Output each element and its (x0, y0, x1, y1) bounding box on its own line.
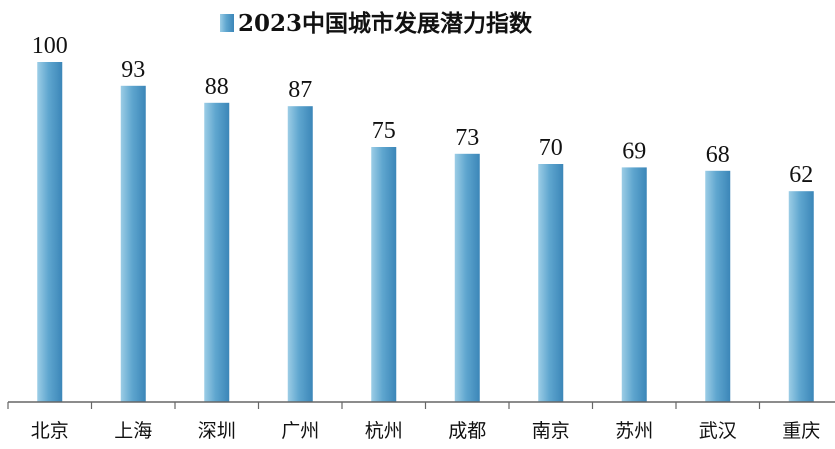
x-tick-label: 武汉 (699, 420, 737, 442)
bar-4 (287, 106, 313, 402)
x-tick-label: 苏州 (615, 420, 653, 442)
x-tick-label: 深圳 (198, 420, 236, 442)
value-label: 100 (32, 33, 68, 59)
x-axis-ticks (7, 402, 761, 409)
bar-10 (788, 191, 814, 402)
value-label: 73 (455, 125, 479, 151)
x-tick-label: 北京 (31, 420, 69, 442)
x-tick-label: 重庆 (782, 420, 820, 442)
bars-group (37, 62, 814, 403)
x-tick-label: 上海 (114, 420, 152, 442)
value-label: 68 (706, 142, 730, 168)
bar-1 (37, 62, 63, 402)
legend-label: 2023中国城市发展潜力指数 (238, 10, 533, 37)
bar-2 (120, 85, 146, 403)
value-labels-group: 100 93 88 87 75 73 70 69 68 62 (32, 33, 814, 188)
x-axis-tick-labels: 北京 上海 深圳 广州 杭州 成都 南京 苏州 武汉 重庆 (31, 420, 821, 442)
value-label: 87 (288, 77, 312, 103)
bar-3 (204, 102, 230, 403)
value-label: 62 (789, 162, 813, 188)
bar-9 (705, 170, 731, 402)
value-label: 70 (539, 135, 563, 161)
value-label: 75 (372, 118, 396, 144)
value-label: 69 (622, 138, 646, 164)
value-label: 88 (205, 74, 229, 100)
legend-swatch (220, 14, 234, 32)
x-tick-label: 成都 (448, 420, 486, 442)
bar-8 (621, 167, 647, 402)
bar-6 (454, 153, 480, 402)
x-tick-label: 南京 (532, 420, 570, 442)
bar-5 (371, 147, 397, 402)
x-tick-label: 广州 (281, 420, 319, 442)
value-label: 93 (121, 57, 145, 83)
bar-7 (538, 164, 564, 402)
legend: 2023中国城市发展潜力指数 (220, 10, 533, 37)
x-tick-label: 杭州 (365, 420, 403, 442)
